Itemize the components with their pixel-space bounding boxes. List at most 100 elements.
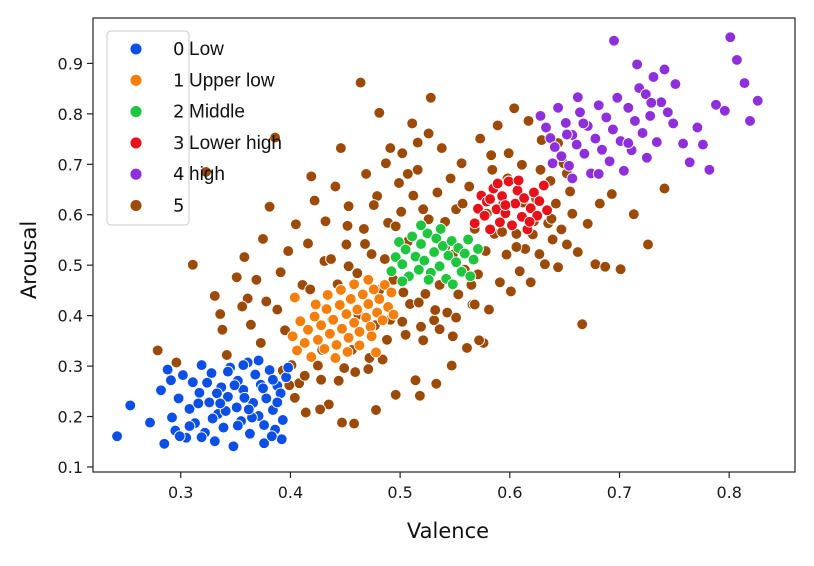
x-tick-label: 0.6 <box>497 483 522 502</box>
data-point <box>430 377 443 390</box>
data-point <box>161 363 174 376</box>
data-point <box>533 248 546 260</box>
data-point <box>561 238 573 251</box>
data-point <box>422 127 435 140</box>
data-point <box>260 295 273 308</box>
data-point <box>738 77 751 89</box>
data-point <box>230 271 243 284</box>
data-point <box>474 132 487 145</box>
data-point <box>359 238 371 250</box>
data-point <box>227 440 240 453</box>
data-point <box>333 299 346 311</box>
series-2 <box>385 219 484 291</box>
data-point <box>430 232 443 245</box>
data-point <box>230 401 243 414</box>
data-point <box>340 308 353 320</box>
data-point <box>444 172 457 185</box>
data-point <box>429 304 442 316</box>
data-point <box>589 132 602 145</box>
data-point <box>548 141 561 153</box>
data-point <box>360 168 372 180</box>
data-point <box>170 356 183 369</box>
legend-marker <box>129 136 143 150</box>
data-point <box>608 34 620 47</box>
data-point <box>406 117 419 130</box>
data-point <box>260 392 273 405</box>
legend-series-name: 1 <box>173 70 184 91</box>
data-point <box>677 137 689 150</box>
data-point <box>446 330 459 343</box>
data-point <box>468 298 481 311</box>
data-point <box>353 325 366 338</box>
data-point <box>596 143 608 156</box>
data-point <box>309 298 322 311</box>
data-point <box>124 399 137 412</box>
data-point <box>658 182 671 195</box>
data-point <box>286 330 299 343</box>
data-point <box>546 157 559 170</box>
data-point <box>485 149 498 162</box>
data-point <box>265 430 278 443</box>
data-point <box>320 303 333 315</box>
data-point <box>424 91 437 104</box>
data-point <box>434 223 447 235</box>
data-point <box>484 193 496 205</box>
data-point <box>242 403 255 416</box>
data-point <box>288 291 301 304</box>
data-point <box>111 430 123 443</box>
data-point <box>216 323 229 336</box>
data-point <box>351 303 364 316</box>
data-point <box>510 241 523 253</box>
data-point <box>393 177 405 189</box>
data-point <box>409 374 422 387</box>
data-point <box>155 384 167 397</box>
data-point <box>274 266 287 279</box>
data-point <box>245 318 257 331</box>
data-point <box>483 303 495 316</box>
data-point <box>324 327 336 340</box>
y-tick-label: 0.6 <box>58 206 83 225</box>
data-point <box>592 168 605 180</box>
data-point <box>516 158 528 171</box>
data-point <box>564 185 576 198</box>
data-point <box>321 289 334 301</box>
data-point <box>186 258 199 271</box>
data-point <box>407 189 420 202</box>
data-point <box>341 346 354 358</box>
data-point <box>373 106 386 119</box>
data-point <box>500 248 513 261</box>
data-point <box>421 227 434 240</box>
data-point <box>506 219 518 232</box>
data-point <box>201 376 213 389</box>
data-point <box>305 351 318 363</box>
data-point <box>491 177 504 190</box>
data-point <box>353 339 366 352</box>
data-point <box>288 391 301 404</box>
series-4 <box>534 31 764 185</box>
data-point <box>318 343 331 355</box>
data-point <box>647 71 660 83</box>
data-point <box>396 147 409 160</box>
data-point <box>555 223 568 236</box>
data-point <box>389 388 402 401</box>
legend-series-label: high <box>189 164 225 185</box>
data-point <box>419 288 432 300</box>
data-point <box>342 331 355 344</box>
data-point <box>462 233 474 246</box>
data-point <box>452 288 465 301</box>
data-point <box>622 137 635 149</box>
data-point <box>414 389 426 402</box>
data-point <box>552 261 564 274</box>
data-point <box>703 163 716 176</box>
y-tick-label: 0.9 <box>58 54 83 73</box>
data-point <box>269 131 281 144</box>
data-point <box>389 251 402 263</box>
data-point <box>622 101 635 114</box>
data-point <box>312 333 324 346</box>
data-point <box>308 310 321 323</box>
data-point <box>442 249 455 262</box>
data-point <box>258 419 270 431</box>
data-point <box>534 110 547 122</box>
y-axis: 0.1 0.2 0.3 0.4 0.5 0.6 0.7 0.8 0.9 <box>58 54 93 477</box>
